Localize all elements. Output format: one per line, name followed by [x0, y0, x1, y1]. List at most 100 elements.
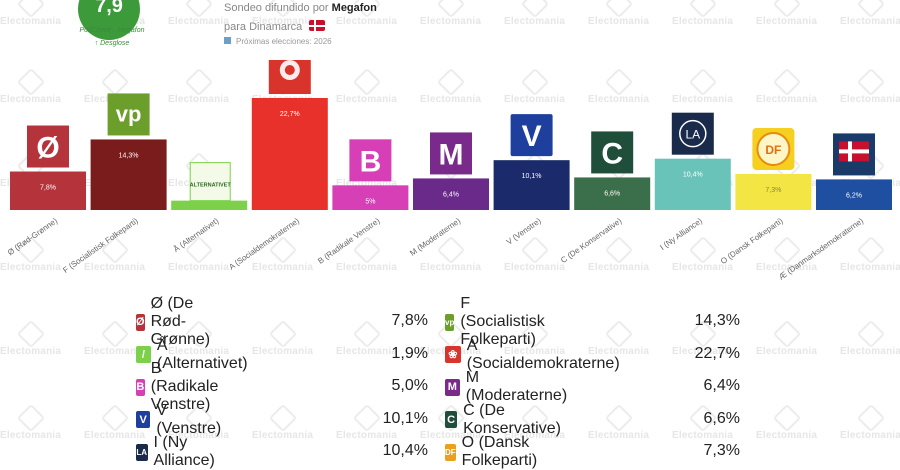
la-icon [679, 119, 707, 148]
x-tick-label: Ø (Rød-Grønne) [6, 216, 59, 257]
legend-value: 5,0% [391, 377, 428, 394]
watermark-logo: Electomania [0, 319, 62, 357]
legend-value: 10,1% [382, 409, 428, 427]
watermark-text: Electomania [84, 430, 146, 441]
watermark-text: Electomania [588, 430, 650, 441]
watermark-icon [856, 403, 885, 433]
watermark-logo: Electomania [840, 403, 900, 441]
chart-bar [413, 178, 489, 210]
x-tick-label: V (Venstre) [505, 216, 543, 247]
chart-bar [251, 98, 328, 210]
party-logo-icon: DF [445, 443, 456, 461]
legend-value: 6,6% [703, 409, 740, 427]
watermark-logo: Electomania [252, 403, 314, 441]
watermark-text: Electomania [0, 346, 62, 357]
legend-value: 6,4% [703, 377, 740, 394]
legend-value: 10,4% [382, 442, 428, 459]
legend-label: Ø (De Rød-Grønne) [150, 295, 211, 348]
party-logo-text: ALTERNATIVET [190, 183, 232, 189]
party-logo-text: V [522, 120, 542, 153]
chart-bar [735, 173, 812, 210]
badge-value: 7,9 [95, 0, 123, 17]
poll-header: 7,9 PollCheck - Megafon ↑ Desglose Sonde… [0, 0, 900, 60]
bar-value-label: 7,8% [40, 185, 56, 192]
legend-label: A (Socialdemokraterne) [466, 336, 620, 372]
x-tick-label: I (Ny Alliance) [658, 216, 704, 252]
party-logo-text: M [439, 138, 464, 171]
chart-bar [90, 139, 167, 210]
party-logo-text: C [601, 137, 623, 170]
chart-bar [654, 158, 731, 210]
party-logo-icon [349, 139, 392, 182]
bar-value-label: 22,7% [280, 111, 300, 118]
watermark-logo: Electomania [840, 319, 900, 357]
party-logo-text: DF [765, 143, 781, 157]
legend-value: 14,3% [694, 312, 740, 329]
watermark-text: Electomania [756, 346, 818, 357]
watermark-logo: Electomania [756, 403, 818, 441]
country-prefix: para Dinamarca [224, 21, 303, 33]
legend-item: C C (De Konservative) [445, 402, 566, 437]
party-logo-icon: Ø [136, 313, 145, 331]
desglose-link[interactable]: ↑ Desglose [94, 40, 130, 47]
legend-value: 7,8% [391, 312, 428, 329]
watermark-logo: Electomania [0, 403, 62, 441]
watermark-icon [268, 319, 297, 349]
x-tick-label: O (Dansk Folkeparti) [719, 216, 785, 266]
party-logo-icon [107, 93, 150, 136]
country-line: para Dinamarca [224, 20, 326, 33]
source-prefix: Sondeo difundido por [224, 2, 329, 14]
watermark-text: Electomania [252, 430, 314, 441]
bar-value-label: 7,3% [765, 187, 781, 194]
bar-value-label: 14,3% [119, 152, 139, 159]
watermark-text: Electomania [840, 346, 900, 357]
source-name: Megafon [331, 2, 377, 14]
x-tick-label: Æ (Danmarksdemokraterne) [777, 216, 865, 282]
legend-label: C (De Konservative) [463, 401, 561, 437]
watermark-icon [100, 319, 129, 349]
chart-bar [10, 171, 86, 210]
legend-label: B (Radikale Venstre) [150, 360, 219, 413]
bar-chart: 7,8% Ø Ø (Rød-Grønne) 14,3% vp F (Socialistis… [6, 60, 892, 282]
watermark-text: Electomania [336, 430, 398, 441]
legend-item: B B (Radikale Venstre) [136, 360, 227, 413]
x-tick-label: B (Radikale Venstre) [316, 216, 382, 266]
denmark-flag-icon [309, 20, 326, 31]
x-tick-label: C (De Konservative) [559, 216, 623, 265]
chart-bar [332, 185, 409, 210]
party-logo-text: B [360, 145, 382, 178]
legend-item: vp F (Socialistisk Folkeparti) [445, 295, 552, 348]
legend-value: 22,7% [694, 344, 740, 362]
party-logo-icon: LA [136, 443, 148, 461]
legend-item: V V (Venstre) [136, 402, 224, 437]
bar-value-label: 6,2% [846, 192, 862, 199]
watermark-text: Electomania [252, 346, 314, 357]
watermark-text: Electomania [0, 430, 62, 441]
legend-item: ❀ A (Socialdemokraterne) [445, 337, 621, 372]
watermark-icon [772, 319, 801, 349]
pollcheck-badge[interactable]: 7,9 [78, 0, 140, 40]
x-tick-label: Å (Alternativet) [172, 216, 221, 254]
bar-value-label: 6,4% [443, 191, 459, 198]
bar-value-label: 6,6% [604, 190, 620, 197]
chart-bar [574, 177, 651, 210]
party-logo-icon [591, 131, 634, 174]
legend-item: / Å (Alternativet) [136, 337, 250, 372]
bar-value-label: 10,4% [683, 172, 703, 179]
party-logo-icon: M [445, 378, 460, 396]
bar-value-label: 5% [365, 198, 375, 205]
legend-label: F (Socialistisk Folkeparti) [460, 295, 545, 348]
legend-label: Å (Alternativet) [156, 336, 248, 372]
legend-label: V (Venstre) [156, 401, 222, 437]
badge-caption: PollCheck - Megafon [79, 27, 145, 34]
legend-item: Ø Ø (De Rød-Grønne) [136, 295, 219, 348]
party-logo-icon [27, 125, 69, 168]
watermark-icon [856, 319, 885, 349]
party-logo-icon: C [445, 411, 458, 428]
party-logo-icon: ❀ [445, 346, 461, 363]
ballot-icon [224, 37, 231, 44]
watermark-icon [604, 403, 633, 433]
legend-item: M M (Moderaterne) [445, 369, 569, 404]
watermark-text: Electomania [756, 430, 818, 441]
watermark-icon [100, 403, 129, 433]
